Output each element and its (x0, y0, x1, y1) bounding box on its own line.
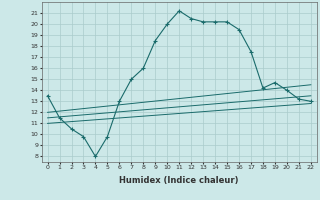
X-axis label: Humidex (Indice chaleur): Humidex (Indice chaleur) (119, 176, 239, 185)
